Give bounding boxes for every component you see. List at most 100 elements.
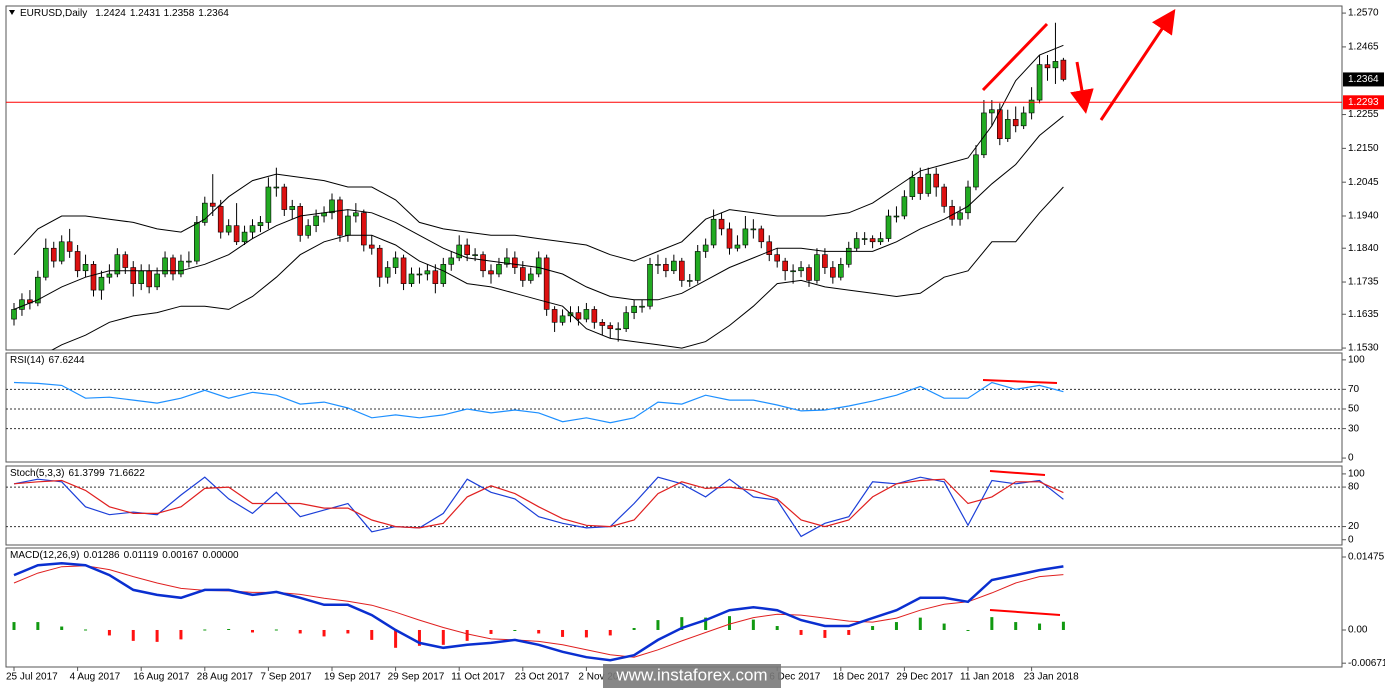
candle-body: [678, 260, 685, 281]
histogram-bar: [751, 619, 755, 630]
ohlc-value: 1.2364: [198, 8, 229, 19]
candle-body: [233, 225, 240, 243]
panel-header: MACD(12,26,9) 0.01286 0.01119 0.00167 0.0000…: [10, 550, 239, 561]
candle-body: [734, 244, 741, 249]
y-tick-label: 1.2465: [1348, 42, 1379, 53]
indicator-name: MACD(12,26,9): [10, 550, 79, 561]
bollinger-upper: [13, 44, 1064, 262]
candle-body: [591, 309, 598, 323]
histogram-bar: [990, 617, 994, 630]
histogram-bar: [656, 620, 660, 630]
candle-body: [726, 228, 733, 249]
ohlc-value: 1.2358: [164, 8, 195, 19]
histogram-bar: [131, 629, 135, 641]
y-tick-label: 100: [1348, 355, 1365, 366]
x-tick-label: 11 Jan 2018: [960, 672, 1015, 683]
candle-body: [615, 328, 622, 331]
bollinger-lower: [51, 186, 1064, 350]
arrow-up: [1099, 9, 1176, 121]
watermark-box: [603, 664, 781, 688]
y-tick-label: 1.1530: [1348, 343, 1379, 354]
panel-frame: [5, 465, 1343, 546]
macd-signal: [13, 565, 1064, 658]
y-tick-label: 100: [1348, 469, 1365, 480]
candle-body: [217, 206, 224, 233]
candle-body: [893, 215, 900, 218]
candle-body: [853, 238, 860, 249]
y-tick-label: 0.01475: [1348, 552, 1385, 563]
panel-header: Stoch(5,3,3) 61.3799 71.6622: [10, 468, 145, 479]
y-tick-label: 1.2045: [1348, 177, 1379, 188]
candle-body: [472, 254, 478, 256]
histogram-bar: [179, 629, 183, 640]
candle-body: [686, 280, 693, 282]
macd-divergence: [989, 609, 1061, 616]
histogram-bar: [60, 626, 64, 630]
histogram-bar: [680, 617, 684, 630]
candle-body: [408, 273, 415, 284]
candle-body: [742, 228, 749, 246]
rsi-divergence: [982, 379, 1058, 384]
candle-body: [750, 228, 757, 231]
candle-body: [710, 218, 717, 246]
x-tick-label: 16 Aug 2017: [133, 672, 190, 683]
histogram-bar: [465, 629, 469, 641]
candle-body: [162, 257, 168, 275]
candle-body: [297, 206, 304, 236]
candle-body: [782, 260, 788, 272]
watermark: www.instaforex.com: [615, 665, 767, 684]
candle-body: [1012, 119, 1019, 127]
histogram-bar: [298, 629, 302, 634]
y-tick-label: 0.00: [1348, 625, 1368, 636]
indicator-value: 67.6244: [48, 355, 85, 366]
candle-body: [305, 225, 311, 236]
x-tick-label: 18 Dec 2017: [833, 672, 890, 683]
candle-body: [830, 267, 836, 278]
x-tick-label: 19 Sep 2017: [324, 672, 381, 683]
candle-body: [106, 273, 113, 278]
price-tag: [1343, 72, 1384, 87]
candle-body: [718, 218, 725, 230]
candle-body: [289, 206, 296, 210]
candle-body: [448, 257, 455, 265]
candle-body: [432, 270, 439, 284]
x-tick-label: 23 Jan 2018: [1024, 672, 1079, 683]
candle-body: [623, 312, 629, 330]
panel-plot: [12, 561, 1065, 662]
candle-body: [758, 228, 765, 243]
candle-body: [1028, 99, 1035, 114]
candle-body: [1060, 59, 1067, 80]
candle-body: [82, 264, 89, 272]
candle-body: [702, 244, 709, 252]
indicator-line: [13, 478, 1064, 529]
candle-body: [512, 257, 518, 268]
candle-body: [66, 241, 73, 252]
histogram-bar: [274, 629, 278, 631]
histogram-bar: [608, 629, 612, 636]
candle-body: [957, 212, 963, 220]
candle-body: [774, 254, 781, 262]
indicator-value: 61.3799: [68, 468, 105, 479]
candle-body: [353, 212, 359, 217]
macd-main: [13, 561, 1064, 662]
histogram-bar: [894, 622, 898, 630]
candle-body: [376, 247, 383, 278]
y-tick-label: 1.2570: [1348, 8, 1379, 19]
candle-body: [154, 273, 160, 288]
candle-body: [345, 215, 351, 236]
histogram-bar: [227, 628, 231, 630]
candle-body: [19, 299, 25, 310]
y-tick-label: 50: [1348, 404, 1360, 415]
candle-body: [225, 225, 232, 233]
histogram-bar: [489, 629, 493, 634]
histogram-bar: [36, 622, 40, 630]
candle-body: [35, 276, 41, 304]
x-tick-label: 28 Aug 2017: [197, 672, 254, 683]
candle-body: [114, 254, 121, 275]
candle-body: [170, 257, 176, 275]
y-tick-label: 1.1635: [1348, 309, 1379, 320]
candle-body: [941, 186, 947, 207]
histogram-bar: [12, 622, 16, 630]
candle-body: [138, 270, 144, 284]
ohlc-value: 1.2431: [130, 8, 161, 19]
